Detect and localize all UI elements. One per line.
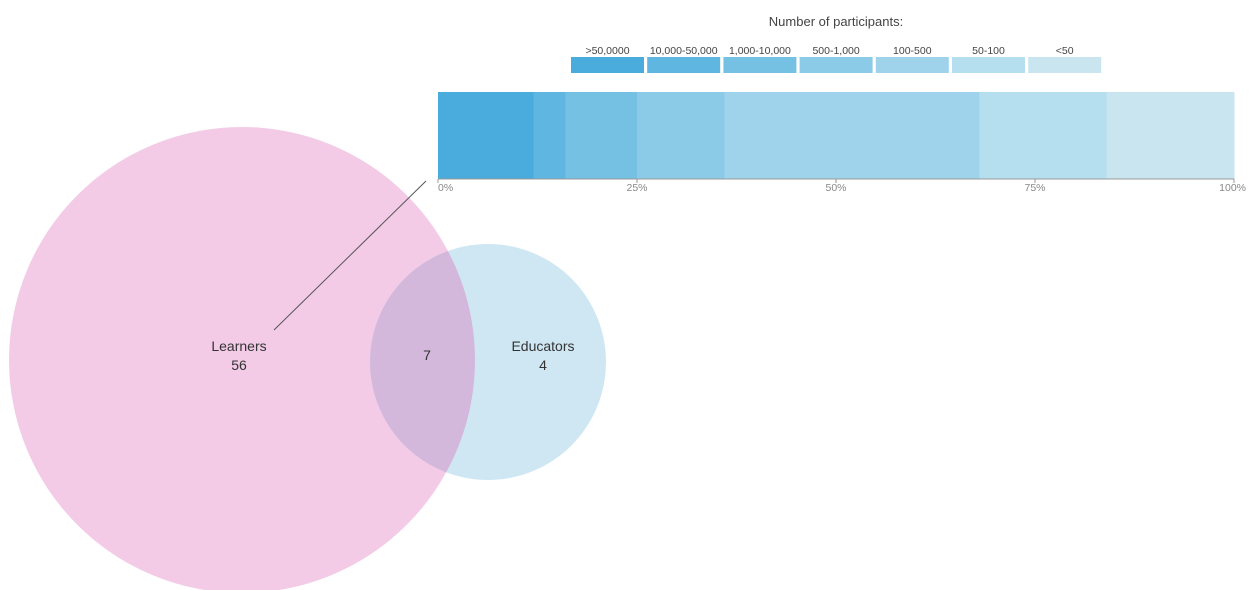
x-tick-label: 0% — [438, 182, 453, 194]
legend-label: >50,0000 — [585, 45, 629, 57]
venn-value-learners: 56 — [231, 357, 247, 373]
x-tick-label: 50% — [825, 182, 846, 194]
legend-label: 50-100 — [972, 45, 1005, 57]
bar-segment — [565, 92, 638, 179]
legend-label: 500-1,000 — [812, 45, 859, 57]
x-tick-label: 75% — [1024, 182, 1045, 194]
legend-swatch — [571, 57, 644, 73]
venn-intersection — [369, 251, 475, 473]
bar-segment — [637, 92, 726, 179]
x-tick-label: 100% — [1219, 182, 1246, 194]
legend-swatch — [875, 57, 949, 73]
venn-value-intersection: 7 — [423, 347, 431, 363]
bar-segment — [438, 92, 535, 179]
bar-segment — [1106, 92, 1235, 179]
legend-title: Number of participants: — [769, 14, 903, 29]
legend-swatch — [799, 57, 873, 73]
legend-label: 10,000-50,000 — [650, 45, 718, 57]
legend-swatch — [952, 57, 1025, 73]
bar-segment — [533, 92, 566, 179]
venn-circle-learners — [9, 127, 475, 590]
callout-line — [273, 180, 427, 331]
bar-segment — [979, 92, 1108, 179]
venn-label-learners: Learners — [211, 338, 266, 354]
legend-swatch — [723, 57, 797, 73]
stacked-bar — [438, 92, 1235, 179]
legend-swatch — [1028, 57, 1102, 73]
x-axis: 0% 25% 50% 75% 100% — [437, 178, 1246, 194]
x-tick-label: 25% — [626, 182, 647, 194]
bar-segment — [724, 92, 980, 179]
legend-swatch — [647, 57, 721, 73]
legend-label: 1,000-10,000 — [729, 45, 791, 57]
legend: Number of participants: >50,0000 10,000-5… — [571, 14, 1102, 73]
venn-label-educators: Educators — [511, 338, 574, 354]
venn-value-educators: 4 — [539, 357, 547, 373]
legend-label: <50 — [1056, 45, 1074, 57]
legend-label: 100-500 — [893, 45, 932, 57]
venn-diagram: Learners 56 7 Educators 4 — [9, 127, 606, 590]
